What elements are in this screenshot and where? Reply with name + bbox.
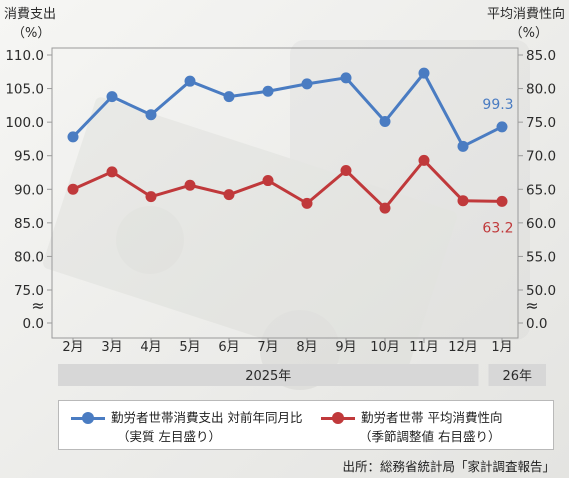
data-point [340,72,352,84]
data-point [67,131,79,143]
legend-label-2: 勤労者世帯 平均消費性向 [361,410,503,425]
data-point [457,195,469,207]
data-point [496,195,508,207]
left-tick-label: 80.0 [14,249,44,265]
left-tick-label: 85.0 [14,216,44,232]
right-tick-label: 60.0 [526,216,556,232]
left-axis-unit: （%） [12,26,50,41]
data-point [184,179,196,191]
left-tick-label: 75.0 [14,283,44,299]
left-tick-label: 110.0 [5,48,44,64]
right-tick-label: 70.0 [526,149,556,165]
right-tick-label: 75.0 [526,115,556,131]
year-band-label: 26年 [502,369,532,384]
end-value-label: 63.2 [482,220,513,236]
x-tick-label: 3月 [101,340,122,355]
end-value-label: 99.3 [482,97,513,113]
source-note: 出所：総務省統計局「家計調査報告」 [342,459,555,474]
x-tick-label: 11月 [409,340,439,355]
left-tick-label: 100.0 [5,115,44,131]
right-tick-label: 0.0 [526,316,547,332]
right-tick-label: 55.0 [526,249,556,265]
data-point [262,85,274,97]
series-line-1 [71,71,503,148]
left-axis-title: 消費支出 [4,7,56,22]
x-tick-label: 2月 [62,340,83,355]
data-point [379,202,391,214]
data-point [145,191,157,203]
right-axis-unit: （%） [510,26,548,41]
right-axis-break: ≈ [525,296,538,315]
left-tick-label: 105.0 [5,82,44,98]
x-tick-label: 4月 [140,340,161,355]
data-point [262,175,274,187]
data-point [496,121,508,133]
x-tick-label: 9月 [335,340,356,355]
legend: 勤労者世帯消費支出 対前年同月比 （実質 左目盛り） 勤労者世帯 平均消費性向 … [58,400,554,450]
legend-marker-2 [332,412,344,424]
left-tick-label: 95.0 [14,149,44,165]
data-point [106,91,118,103]
data-point [223,189,235,201]
x-tick-label: 1月 [491,340,512,355]
right-axis-title: 平均消費性向 [487,6,565,22]
legend-marker-1 [82,412,94,424]
data-point [67,183,79,195]
data-point [301,197,313,209]
right-tick-label: 85.0 [526,48,556,64]
data-point [184,75,196,87]
data-point [418,67,430,79]
left-axis-break: ≈ [31,296,44,315]
plot-frame [51,47,519,339]
year-band [488,364,546,386]
legend-note-2: （季節調整値 右目盛り） [359,429,501,444]
data-point [457,140,469,152]
x-tick-label: 7月 [257,340,278,355]
year-band [58,364,479,386]
data-point [145,109,157,121]
x-tick-label: 8月 [296,340,317,355]
x-tick-label: 12月 [448,340,478,355]
data-point [379,115,391,127]
data-point [223,91,235,103]
year-band-label: 2025年 [245,369,291,384]
x-tick-label: 10月 [370,340,400,355]
x-tick-label: 6月 [218,340,239,355]
left-tick-label: 0.0 [23,316,44,332]
right-tick-label: 65.0 [526,182,556,198]
x-tick-label: 5月 [179,340,200,355]
data-point [301,78,313,90]
right-tick-label: 50.0 [526,283,556,299]
legend-label-1: 勤労者世帯消費支出 対前年同月比 [111,410,303,425]
data-point [418,154,430,166]
data-point [106,166,118,178]
series-line-2 [72,158,503,210]
data-point [340,164,352,176]
right-tick-label: 80.0 [526,82,556,98]
legend-note-1: （実質 左目盛り） [117,429,221,444]
left-tick-label: 90.0 [14,182,44,198]
